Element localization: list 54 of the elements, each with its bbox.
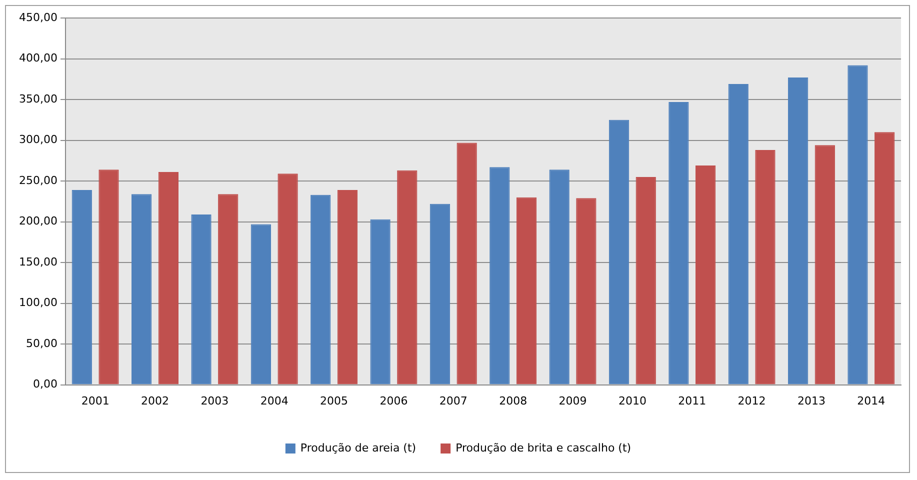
legend-label: Produção de brita e cascalho (t) (456, 441, 632, 454)
y-tick-label: 350,00 (18, 92, 58, 106)
bar (516, 197, 537, 384)
bar (814, 145, 835, 384)
x-tick-label: 2011 (678, 394, 706, 408)
x-tick-label: 2014 (857, 394, 886, 408)
bar (608, 120, 630, 384)
bar (490, 167, 510, 384)
legend-label: Produção de areia (t) (300, 441, 416, 454)
bar (218, 194, 238, 384)
x-tick-label: 2013 (797, 394, 826, 408)
x-tick-label: 2001 (81, 394, 110, 408)
bar (278, 174, 298, 384)
bar (370, 219, 390, 384)
bar (728, 84, 748, 384)
bar (191, 214, 212, 384)
bar (98, 170, 119, 384)
x-tick-label: 2005 (320, 394, 348, 408)
y-tick-label: 400,00 (18, 52, 58, 65)
bar (576, 198, 596, 384)
x-tick-label: 2012 (738, 394, 766, 408)
x-tick-label: 2007 (439, 394, 468, 408)
y-tick-label: 150,00 (18, 255, 58, 268)
bar (549, 170, 570, 384)
bar (250, 224, 272, 384)
y-tick-label: 200,00 (18, 214, 58, 228)
bar (788, 78, 808, 384)
bar (456, 142, 477, 384)
y-tick-label: 100,00 (18, 296, 58, 310)
bar (755, 150, 776, 384)
x-tick-label: 2004 (260, 394, 288, 408)
y-tick-label: 250,00 (18, 174, 58, 187)
x-tick-label: 2008 (499, 394, 528, 408)
bar (668, 102, 689, 384)
bar (310, 194, 331, 384)
bar (874, 132, 895, 384)
y-tick-label: 0,00 (32, 378, 58, 391)
x-tick-label: 2010 (618, 394, 646, 408)
bar (430, 204, 450, 384)
bar (337, 190, 358, 384)
bar (695, 166, 716, 384)
x-tick-label: 2002 (141, 394, 170, 408)
bar (848, 65, 868, 384)
y-tick-label: 300,00 (18, 133, 58, 146)
bar (636, 176, 656, 384)
bar (397, 170, 418, 384)
x-tick-label: 2006 (380, 394, 408, 408)
bar (158, 172, 179, 384)
x-tick-label: 2009 (558, 394, 587, 408)
bar (132, 194, 152, 384)
y-tick-label: 450,00 (18, 10, 58, 24)
y-tick-label: 50,00 (26, 336, 58, 350)
x-tick-label: 2003 (200, 394, 229, 408)
bar (72, 190, 92, 384)
